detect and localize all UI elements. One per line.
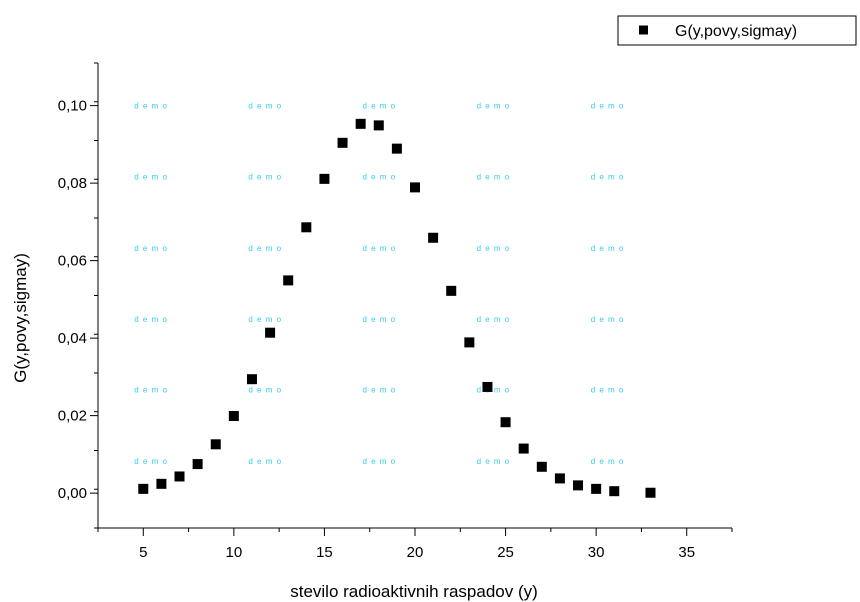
watermark-text: d e m o: [248, 173, 282, 182]
y-tick-label: 0,08: [58, 175, 87, 192]
watermark-text: d e m o: [248, 457, 282, 466]
data-point: [609, 486, 620, 497]
watermark-text: d e m o: [134, 315, 168, 324]
legend-box: [617, 15, 857, 46]
data-point: [265, 327, 276, 338]
watermark-text: d e m o: [477, 386, 511, 395]
data-point: [228, 411, 239, 422]
watermark-text: d e m o: [248, 102, 282, 111]
data-point: [246, 374, 257, 385]
watermark-text: d e m o: [134, 173, 168, 182]
watermark-text: d e m o: [591, 457, 625, 466]
watermark-text: d e m o: [362, 102, 396, 111]
x-tick-label: 5: [139, 544, 147, 561]
watermark-text: d e m o: [362, 244, 396, 253]
data-point: [464, 337, 475, 348]
watermark-text: d e m o: [134, 457, 168, 466]
watermark-text: d e m o: [477, 315, 511, 324]
data-point: [518, 443, 529, 454]
data-point: [283, 275, 294, 286]
x-tick-label: 15: [316, 544, 333, 561]
y-tick-label: 0,00: [58, 485, 87, 502]
y-tick-label: 0,10: [58, 98, 87, 115]
watermark-text: d e m o: [248, 244, 282, 253]
watermark-text: d e m o: [591, 173, 625, 182]
watermark-text: d e m o: [591, 315, 625, 324]
watermark-text: d e m o: [477, 173, 511, 182]
legend-marker: [639, 25, 648, 35]
data-point: [410, 182, 420, 193]
legend-label: G(y,povy,sigmay): [675, 23, 797, 40]
data-point: [591, 483, 602, 494]
data-point: [482, 381, 493, 392]
axes: 5 10 15 20 25 30 35 0,00 0,02 0,04 0,06 0,08 0,10: [58, 62, 733, 561]
data-point: [554, 473, 565, 484]
watermark-text: d e m o: [591, 386, 625, 395]
x-tick-label: 10: [226, 544, 243, 561]
watermark-text: d e m o: [134, 102, 168, 111]
watermark-layer: d e m o d e m o d e m o d e m o d e m o d e m…: [134, 102, 625, 466]
legend: G(y,povy,sigmay): [617, 15, 857, 46]
x-tick-label: 30: [588, 544, 605, 561]
data-point: [355, 118, 366, 129]
y-tick-label: 0,06: [58, 253, 87, 270]
watermark-text: d e m o: [362, 315, 396, 324]
watermark-text: d e m o: [477, 102, 511, 111]
data-point: [319, 173, 330, 184]
watermark-text: d e m o: [591, 244, 625, 253]
data-point: [373, 120, 384, 131]
x-tick-label: 35: [678, 544, 695, 561]
x-tick-label: 20: [407, 544, 424, 561]
data-point: [500, 417, 511, 428]
x-axis-title: stevilo radioaktivnih raspadov (y): [290, 582, 538, 601]
watermark-text: d e m o: [134, 244, 168, 253]
watermark-text: d e m o: [134, 386, 168, 395]
data-point: [428, 232, 439, 243]
data-point: [174, 471, 185, 482]
watermark-text: d e m o: [362, 457, 396, 466]
y-axis-title: G(y,povy,sigmay): [11, 253, 30, 383]
data-point: [645, 487, 656, 498]
data-point: [536, 461, 547, 472]
watermark-text: d e m o: [477, 244, 511, 253]
x-tick-label: 25: [497, 544, 514, 561]
watermark-text: d e m o: [362, 386, 396, 395]
data-point: [192, 459, 203, 470]
watermark-text: d e m o: [248, 315, 282, 324]
data-point: [446, 285, 457, 296]
data-point: [391, 143, 402, 154]
watermark-text: d e m o: [591, 102, 625, 111]
watermark-text: d e m o: [362, 173, 396, 182]
data-point: [138, 483, 149, 494]
y-tick-label: 0,04: [58, 330, 87, 347]
y-tick-label: 0,02: [58, 408, 87, 425]
watermark-text: d e m o: [248, 386, 282, 395]
data-points: [138, 118, 656, 498]
watermark-text: d e m o: [477, 457, 511, 466]
data-point: [301, 222, 312, 233]
data-point: [573, 480, 584, 491]
data-point: [210, 439, 221, 450]
data-point: [337, 137, 348, 148]
data-point: [156, 478, 167, 489]
